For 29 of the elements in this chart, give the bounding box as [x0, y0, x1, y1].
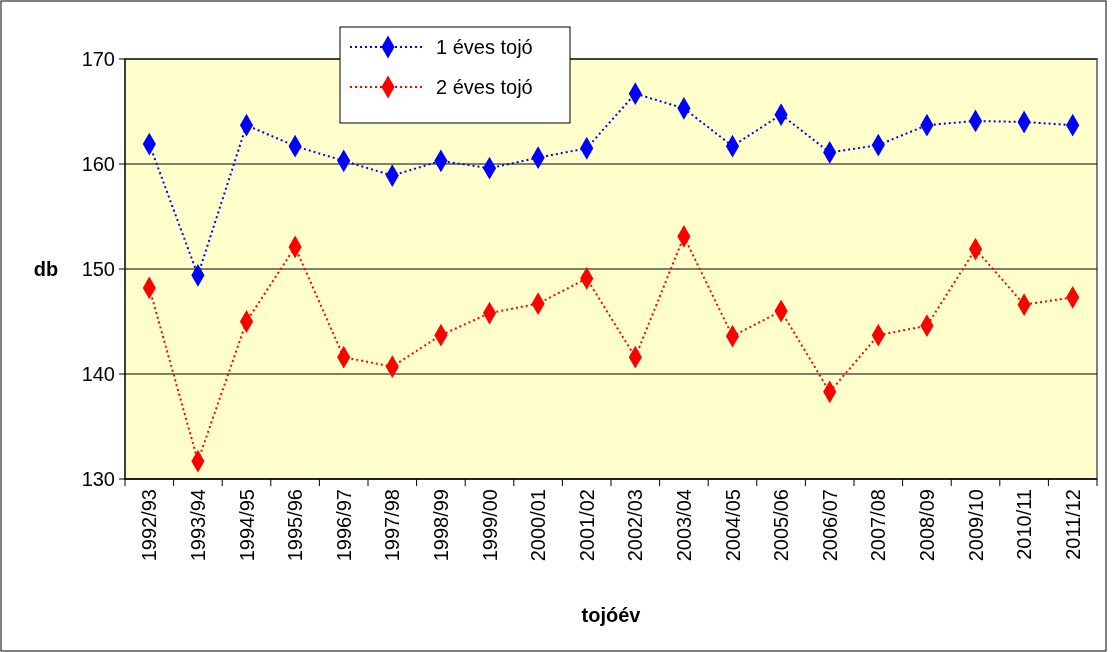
- x-tick-label: 1995/96: [284, 489, 307, 562]
- y-tick-label: 130: [81, 468, 115, 490]
- x-tick-label: 2006/07: [818, 489, 841, 562]
- y-tick-label: 150: [81, 258, 115, 280]
- x-tick-label: 1993/94: [186, 489, 209, 562]
- x-tick-label: 1998/99: [429, 489, 452, 562]
- x-tick-label: 1996/97: [332, 489, 355, 562]
- x-tick-label: 1999/00: [478, 489, 501, 562]
- x-tick-label: 1994/95: [235, 489, 258, 562]
- legend-label: 1 éves tojó: [436, 36, 533, 58]
- x-tick-label: 2000/01: [527, 489, 550, 562]
- y-tick-label: 140: [81, 363, 115, 385]
- y-axis-title: db: [33, 258, 59, 280]
- x-tick-label: 2009/10: [964, 489, 987, 562]
- x-tick-label: 1992/93: [138, 489, 161, 562]
- x-tick-label: 2002/03: [624, 489, 647, 562]
- x-tick-label: 2008/09: [915, 489, 938, 562]
- x-tick-label: 2011/12: [1061, 489, 1084, 560]
- x-tick-label: 2004/05: [721, 489, 744, 562]
- y-tick-label: 160: [81, 153, 115, 175]
- x-tick-label: 2005/06: [770, 489, 793, 562]
- x-axis-title: tojóév: [581, 604, 642, 626]
- x-tick-label: 2003/04: [672, 489, 695, 562]
- x-tick-label: 2001/02: [575, 489, 598, 562]
- legend-label: 2 éves tojó: [436, 76, 533, 98]
- y-tick-label: 170: [81, 48, 115, 70]
- x-tick-label: 2007/08: [867, 489, 890, 562]
- x-tick-label: 1997/98: [381, 489, 404, 562]
- x-tick-label: 2010/11: [1013, 489, 1036, 560]
